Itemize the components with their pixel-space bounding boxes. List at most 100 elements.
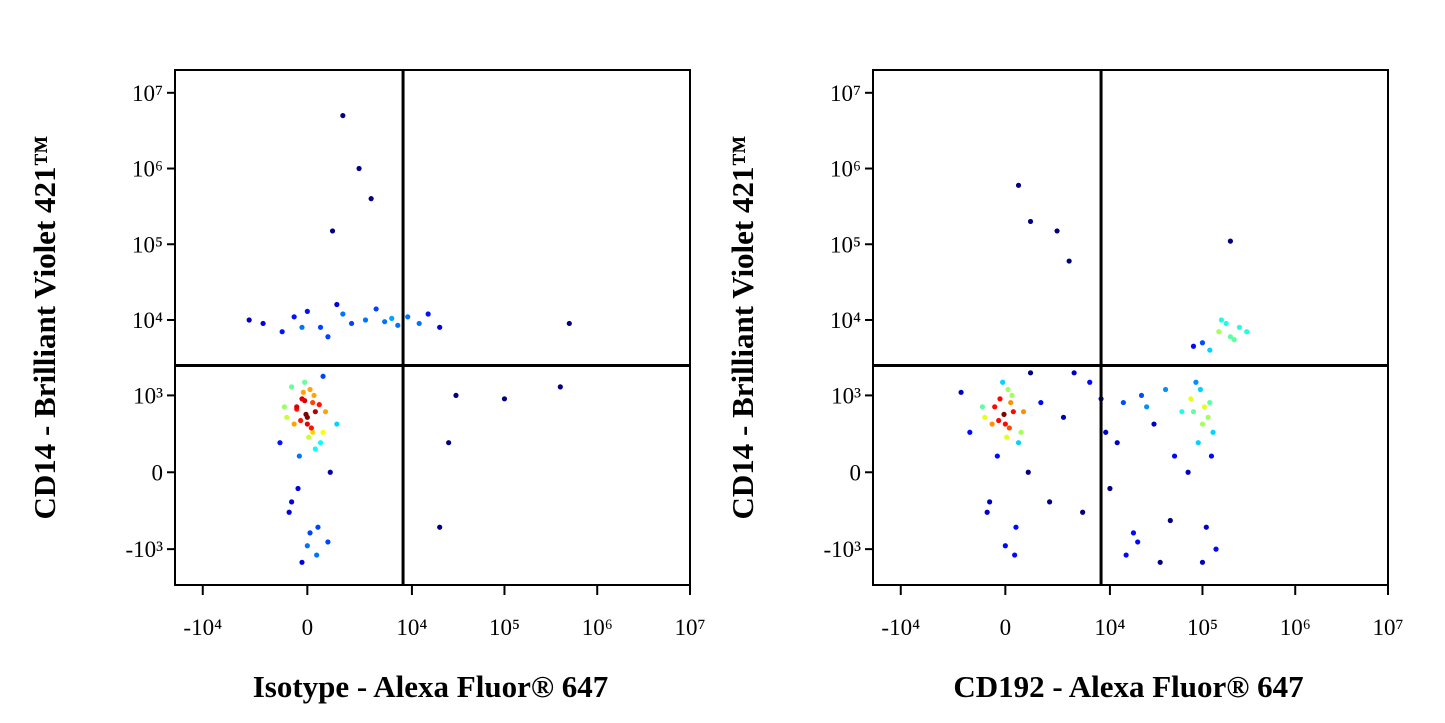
event-dot — [334, 301, 340, 308]
event-dot — [1004, 434, 1010, 440]
event-dot — [1190, 409, 1197, 415]
event-dot — [1135, 539, 1141, 545]
event-dot — [1107, 485, 1113, 492]
event-dot — [1103, 429, 1109, 435]
event-dot — [1188, 396, 1194, 402]
event-dot — [286, 509, 292, 515]
event-dot — [294, 404, 300, 410]
event-dot — [557, 384, 563, 390]
event-dot — [1210, 429, 1216, 435]
event-dot — [1144, 404, 1150, 410]
event-dot — [1244, 329, 1250, 335]
x-tick-label: 0 — [302, 615, 314, 640]
event-dot — [1193, 379, 1199, 385]
y-tick-label: 0 — [152, 460, 164, 485]
event-dot — [320, 373, 326, 379]
event-dot — [996, 417, 1002, 424]
y-tick-label: 0 — [850, 460, 862, 485]
x-tick-label: 10⁴ — [1094, 615, 1125, 640]
event-dot — [298, 417, 304, 424]
event-dot — [405, 314, 411, 320]
event-dot — [1205, 414, 1211, 420]
plot-panel: -10³ 0 10³ 10⁴ 10⁵ 10⁶ 10⁷ -10⁴ 0 10⁴ 10⁵ 10⁶ 10⁷ Iso… — [27, 69, 706, 704]
event-dot — [291, 314, 297, 320]
event-dot — [334, 421, 340, 427]
event-dot — [1027, 218, 1034, 225]
plot-panel: -10³ 0 10³ 10⁴ 10⁵ 10⁶ 10⁷ -10⁴ 0 10⁴ 10⁵ 10⁶ 10⁷ CD1… — [725, 69, 1404, 704]
event-dot — [1207, 347, 1213, 353]
event-dot — [1038, 399, 1044, 406]
event-dot — [992, 404, 998, 410]
event-dot — [349, 320, 355, 327]
event-dot — [281, 404, 288, 410]
event-dot — [437, 324, 443, 330]
event-dot — [315, 524, 321, 530]
event-dot — [311, 392, 317, 399]
event-dot — [368, 196, 374, 202]
event-dot — [1025, 469, 1031, 475]
event-dot — [967, 429, 973, 435]
event-dot — [389, 315, 395, 321]
x-tick-label: 10⁷ — [1372, 615, 1403, 640]
event-dot — [1060, 414, 1067, 420]
event-dot — [425, 311, 431, 317]
event-dot — [437, 524, 443, 530]
event-dot — [1197, 386, 1204, 393]
x-axis-title: CD192 - Alexa Fluor® 647 — [953, 669, 1303, 704]
event-dot — [1000, 379, 1006, 385]
event-dot — [1190, 343, 1197, 349]
event-dot — [1006, 425, 1012, 431]
event-dot — [382, 319, 388, 325]
event-dot — [1138, 392, 1145, 399]
event-dot — [307, 386, 313, 393]
event-dot — [1010, 409, 1016, 415]
event-dot — [320, 429, 326, 435]
event-dot — [958, 389, 964, 395]
x-tick-label: -10⁴ — [183, 615, 222, 640]
event-dot — [1008, 399, 1014, 406]
event-dot — [296, 453, 302, 459]
event-dot — [312, 409, 318, 415]
event-dot — [340, 112, 346, 119]
event-dot — [1223, 320, 1229, 327]
x-tick-label: 10⁴ — [396, 615, 427, 640]
event-dot — [1218, 317, 1225, 323]
y-tick-label: -10³ — [823, 537, 861, 562]
y-axis-title: CD14 - Brilliant Violet 421™ — [725, 135, 760, 519]
event-dot — [1120, 399, 1126, 406]
event-dot — [317, 324, 324, 330]
x-tick-label: 10⁵ — [1187, 615, 1218, 640]
event-dot — [1002, 421, 1008, 427]
event-dot — [284, 414, 290, 420]
event-dot — [1066, 258, 1072, 264]
event-dot — [340, 311, 346, 317]
y-tick-label: 10³ — [133, 383, 163, 408]
event-dot — [1195, 440, 1201, 446]
event-dot — [325, 539, 331, 545]
event-dot — [501, 396, 508, 402]
event-dot — [1114, 440, 1120, 446]
event-dot — [1005, 386, 1011, 393]
event-dot — [327, 469, 333, 475]
event-dot — [246, 317, 252, 323]
event-dot — [291, 421, 297, 427]
event-dot — [997, 396, 1003, 402]
event-dot — [1157, 559, 1163, 565]
y-tick-label: 10⁵ — [830, 232, 861, 257]
event-dot — [1018, 429, 1024, 435]
event-dot — [1013, 524, 1019, 530]
event-dot — [1002, 543, 1008, 549]
x-tick-label: 0 — [1000, 615, 1012, 640]
event-dot — [1162, 386, 1169, 393]
event-dot — [1167, 517, 1173, 524]
event-dot — [1001, 411, 1007, 417]
y-tick-label: 10³ — [831, 383, 861, 408]
event-dot — [987, 499, 993, 505]
event-dot — [373, 306, 379, 312]
event-dot — [1216, 329, 1222, 335]
event-dot — [302, 398, 308, 404]
event-dot — [325, 334, 331, 340]
event-dot — [260, 320, 266, 327]
event-dot — [310, 429, 316, 435]
